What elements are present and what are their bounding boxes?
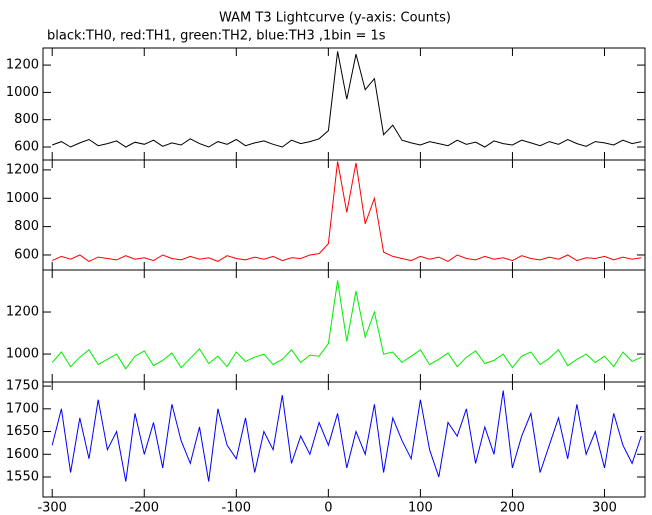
series-line <box>51 161 642 262</box>
x-tick-label: -300 <box>37 501 67 515</box>
y-tick-label: 600 <box>14 247 39 262</box>
x-tick-label: 100 <box>408 501 433 515</box>
x-tick-label: 300 <box>592 501 617 515</box>
y-tick-label: 1700 <box>6 401 39 416</box>
x-tick-label: 0 <box>324 501 332 515</box>
y-tick-label: 1200 <box>6 58 39 73</box>
y-tick-label: 1000 <box>6 347 39 362</box>
x-tick-label: -200 <box>129 501 159 515</box>
series-line <box>52 51 642 148</box>
y-tick-label: 800 <box>14 112 39 127</box>
y-tick-label: 1550 <box>6 470 39 485</box>
y-tick-label: 1200 <box>6 305 39 320</box>
y-tick-label: 1000 <box>6 85 39 100</box>
series-line <box>51 280 642 370</box>
y-tick-label: 600 <box>14 140 39 155</box>
x-tick-label: -100 <box>222 501 252 515</box>
y-tick-label: 1600 <box>6 447 39 462</box>
series-line <box>51 390 642 482</box>
y-tick-label: 1750 <box>6 379 39 394</box>
chart-subtitle: black:TH0, red:TH1, green:TH2, blue:TH3 … <box>47 29 386 44</box>
y-tick-label: 1650 <box>6 424 39 439</box>
y-tick-label: 1200 <box>6 162 39 177</box>
chart-title: WAM T3 Lightcurve (y-axis: Counts) <box>219 11 451 26</box>
y-tick-label: 800 <box>14 219 39 234</box>
plot-frame <box>42 381 646 498</box>
x-tick-label: 200 <box>500 501 525 515</box>
y-tick-label: 1000 <box>6 191 39 206</box>
